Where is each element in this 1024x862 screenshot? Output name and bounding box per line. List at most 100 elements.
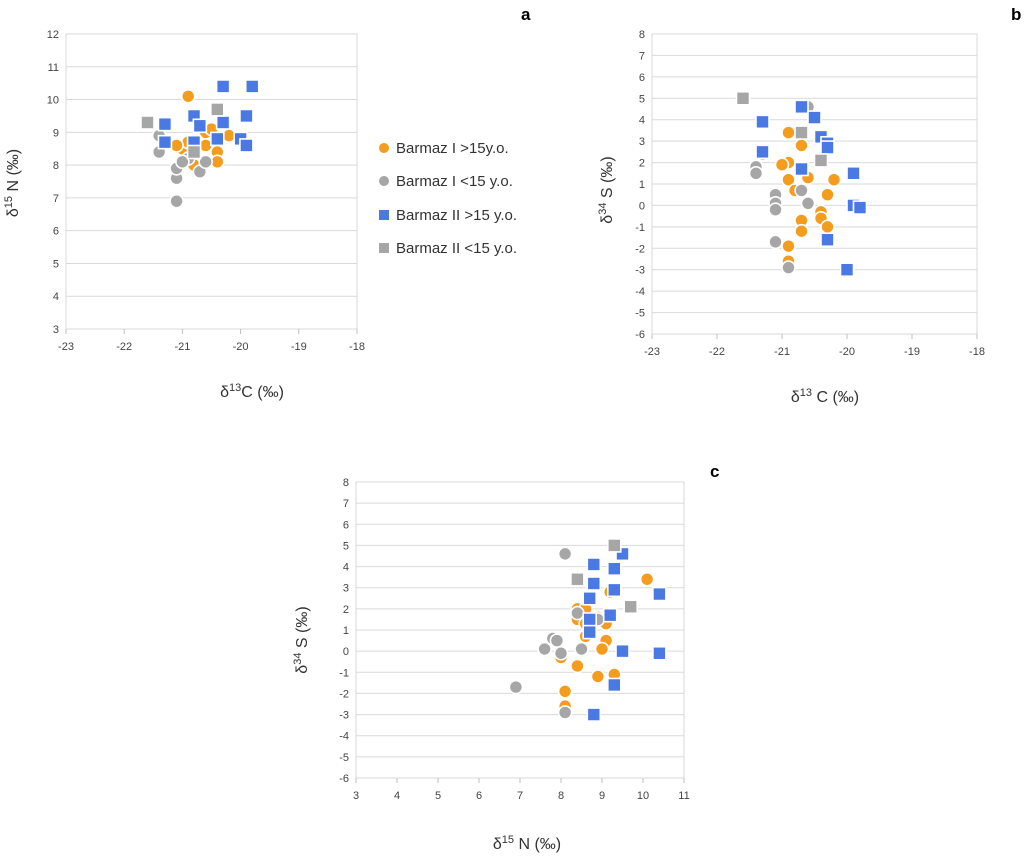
data-point-b-series-3 <box>735 90 751 106</box>
legend-marker-barmaz-ii-adult <box>379 210 389 220</box>
y-tick-label-b: 8 <box>639 29 645 41</box>
y-tick-label-a: 10 <box>47 95 59 107</box>
data-point-c-series-2 <box>586 707 602 722</box>
legend-label-barmaz-i-adult: Barmaz I >15y.o. <box>396 140 509 157</box>
data-point-a-series-0 <box>180 88 196 104</box>
data-point-a-series-2 <box>157 116 173 132</box>
x-axis-label-a: δ13C (‰) <box>220 382 284 401</box>
x-tick-label-a: -20 <box>233 341 249 353</box>
legend: Barmaz I >15y.o. Barmaz I <15 y.o. Barma… <box>379 140 517 257</box>
y-tick-label-b: -5 <box>635 308 645 320</box>
data-point-c-series-2 <box>582 612 598 627</box>
data-point-b-series-0 <box>794 223 809 239</box>
y-tick-label-a: 12 <box>47 29 59 41</box>
data-point-c-series-0 <box>639 571 655 587</box>
data-point-c-series-2 <box>652 645 667 661</box>
data-point-c-series-0 <box>590 669 606 684</box>
scatter-plot-c: -6 -5 -4 -3 -2 -1 0 1 2 3 4 5 6 7 8 3 4 5 6 7 8 9 10 11 <box>339 477 689 802</box>
data-point-b-series-0 <box>820 187 835 203</box>
data-point-a-series-2 <box>210 131 225 147</box>
y-tick-label-b: -6 <box>635 329 645 341</box>
data-point-a-series-2 <box>239 108 254 124</box>
x-tick-label-c: 4 <box>394 790 400 802</box>
data-point-b-series-1 <box>768 234 783 250</box>
x-tick-label-c: 8 <box>558 790 564 802</box>
data-point-c-series-3 <box>606 538 622 553</box>
scatter-plot-a: 3 4 5 6 7 8 9 10 11 12 -23 -22 -21 -20 -19 -18 <box>47 29 365 353</box>
plot-area-b <box>651 33 978 335</box>
y-tick-label-c: -6 <box>339 773 349 785</box>
y-tick-label-c: -4 <box>339 731 349 743</box>
y-tick-label-a: 7 <box>53 193 59 205</box>
x-tick-label-a: -19 <box>291 341 307 353</box>
y-tick-label-c: -3 <box>339 710 349 722</box>
y-tick-label-b: 7 <box>639 50 645 62</box>
data-point-b-series-1 <box>768 202 783 218</box>
data-point-b-series-0 <box>826 172 842 188</box>
data-point-c-series-1 <box>549 633 565 648</box>
x-tick-label-c: 9 <box>599 790 605 802</box>
data-point-b-series-1 <box>781 260 796 275</box>
panel-label-a: a <box>521 5 531 24</box>
data-point-b-series-2 <box>807 110 822 125</box>
y-tick-label-a: 3 <box>53 324 59 336</box>
x-tick-label-b: -18 <box>969 346 985 358</box>
x-tick-label-c: 10 <box>637 790 649 802</box>
data-point-a-series-3 <box>186 144 202 160</box>
y-tick-label-b: 4 <box>639 115 645 127</box>
data-point-a-series-1 <box>198 154 213 170</box>
x-axis-label-b: δ13 C (‰) <box>791 387 859 406</box>
x-tick-label-c: 11 <box>678 790 689 802</box>
scatter-plot-b: -6 -5 -4 -3 -2 -1 0 1 2 3 4 5 6 7 8 -23 -22 -21 -20 -19 -18 <box>635 29 985 358</box>
x-tick-label-c: 7 <box>517 790 523 802</box>
data-point-c-series-2 <box>582 624 598 640</box>
x-tick-label-b: -19 <box>904 346 920 358</box>
data-point-c-series-1 <box>574 641 589 657</box>
x-tick-label-c: 5 <box>435 790 441 802</box>
plot-area-a <box>65 33 358 330</box>
legend-marker-barmaz-ii-child <box>379 243 389 253</box>
data-point-a-series-2 <box>215 115 231 130</box>
data-point-b-series-2 <box>820 232 835 248</box>
x-tick-label-b: -23 <box>644 346 660 358</box>
data-point-c-series-0 <box>570 658 585 674</box>
y-tick-label-a: 6 <box>53 226 59 238</box>
y-tick-label-c: 1 <box>343 625 349 637</box>
x-axis-label-c: δ15 N (‰) <box>493 834 561 853</box>
data-point-a-series-2 <box>215 79 231 94</box>
data-point-a-series-2 <box>239 138 254 153</box>
data-point-c-series-3 <box>623 599 639 615</box>
y-tick-label-c: -2 <box>339 688 349 700</box>
data-point-a-series-3 <box>210 102 225 117</box>
data-point-c-series-2 <box>586 557 602 572</box>
data-point-b-series-0 <box>774 157 790 173</box>
data-point-c-series-2 <box>586 576 602 591</box>
legend-label-barmaz-ii-adult: Barmaz II >15 y.o. <box>396 207 517 224</box>
legend-label-barmaz-ii-child: Barmaz II <15 y.o. <box>396 240 517 257</box>
y-tick-label-c: 2 <box>343 604 349 616</box>
data-point-c-series-2 <box>582 590 598 606</box>
data-point-c-series-1 <box>553 645 569 661</box>
y-axis-label-a: δ15 N (‰) <box>3 149 22 217</box>
legend-marker-barmaz-i-child <box>379 176 389 186</box>
x-tick-label-a: -23 <box>58 341 74 353</box>
y-tick-label-b: -1 <box>635 222 645 234</box>
y-tick-label-c: 4 <box>343 562 349 574</box>
x-tick-label-a: -21 <box>174 341 190 353</box>
data-point-c-series-1 <box>508 679 524 695</box>
data-point-b-series-2 <box>755 144 770 160</box>
y-axis-label-b: δ34 S (‰) <box>597 156 616 223</box>
y-tick-label-c: 5 <box>343 540 349 552</box>
data-point-c-series-2 <box>606 582 622 598</box>
data-point-a-series-1 <box>169 193 184 209</box>
y-tick-label-b: 1 <box>639 179 645 191</box>
x-tick-label-b: -22 <box>709 346 725 358</box>
y-tick-label-a: 11 <box>48 62 59 74</box>
data-point-b-series-0 <box>794 138 809 153</box>
data-point-a-series-1 <box>175 154 190 170</box>
data-point-b-series-1 <box>794 183 809 198</box>
data-point-b-series-3 <box>813 153 829 168</box>
y-tick-label-b: 3 <box>639 136 645 148</box>
data-point-c-series-2 <box>602 607 618 623</box>
y-tick-label-c: 7 <box>343 498 349 510</box>
